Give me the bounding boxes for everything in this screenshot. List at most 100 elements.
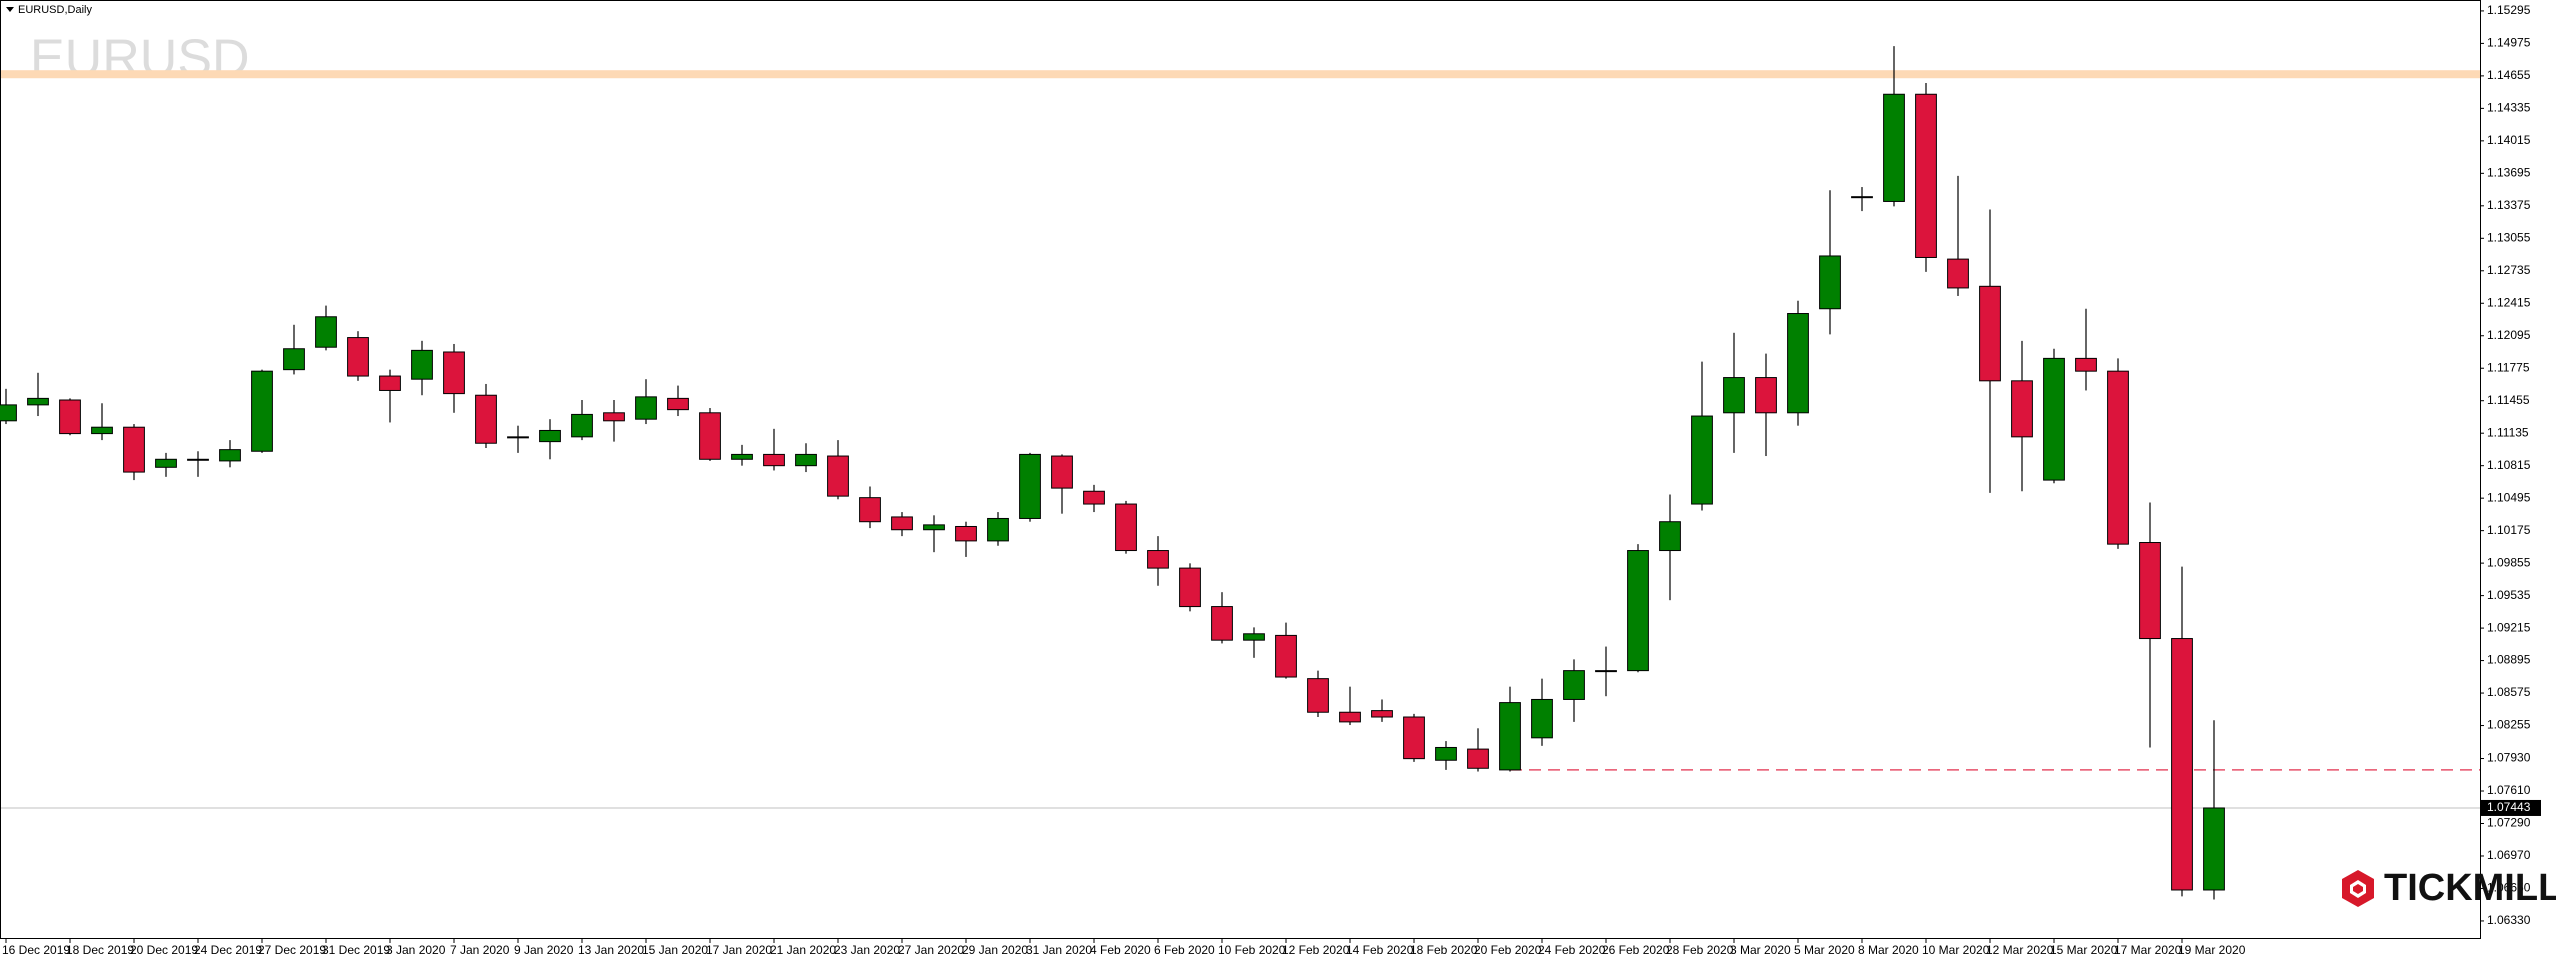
candle-body [2171,638,2193,891]
candle-body [91,426,113,435]
candle-body [1211,606,1233,641]
candle-body [2107,370,2129,545]
x-tick-label: 17 Jan 2020 [706,943,772,957]
candle-body [539,429,561,443]
y-tick-label: 1.11775 [2487,360,2530,374]
x-tick-label: 10 Feb 2020 [1218,943,1286,957]
candle-body [1787,313,1809,414]
x-tick-label: 16 Dec 2019 [2,943,70,957]
candle-body [283,348,305,371]
y-tick-label: 1.12095 [2487,328,2531,342]
price-tag-label: 1.07443 [2487,800,2531,814]
x-tick-label: 29 Jan 2020 [962,943,1028,957]
candle-body [1083,490,1105,505]
y-tick-label: 1.15295 [2487,3,2531,17]
x-tick-label: 17 Mar 2020 [2114,943,2182,957]
y-tick-label: 1.06330 [2487,913,2531,927]
y-tick-label: 1.12735 [2487,263,2531,277]
candle-body [1723,377,1745,414]
candle-body [955,525,977,542]
candle-body [123,426,145,473]
y-tick-label: 1.10495 [2487,490,2531,504]
candle-body [1115,503,1137,552]
x-tick-label: 15 Jan 2020 [642,943,708,957]
y-tick-label: 1.09215 [2487,620,2531,634]
x-tick-label: 28 Feb 2020 [1666,943,1734,957]
candle-body [1915,93,1937,258]
candle-body [859,497,881,523]
x-tick-label: 7 Jan 2020 [450,943,510,957]
candle-body [1499,702,1521,771]
x-tick-label: 21 Jan 2020 [770,943,836,957]
candle-body [507,436,529,439]
x-tick-label: 31 Jan 2020 [1026,943,1092,957]
candle-body [1435,746,1457,761]
resistance-zone [1,70,2480,79]
candle-body [379,375,401,391]
x-tick-label: 14 Feb 2020 [1346,943,1414,957]
candle-body [795,453,817,467]
candle-body [571,413,593,438]
y-tick-label: 1.14975 [2487,36,2531,50]
x-tick-label: 24 Feb 2020 [1538,943,1606,957]
x-tick-label: 13 Jan 2020 [578,943,644,957]
candle-body [1563,670,1585,700]
x-tick-label: 23 Jan 2020 [834,943,900,957]
y-tick-label: 1.12415 [2487,295,2531,309]
candle-body [1595,670,1617,673]
x-tick-label: 4 Feb 2020 [1090,943,1151,957]
candle-body [1275,634,1297,678]
x-tick-label: 31 Dec 2019 [322,943,390,957]
x-tick-label: 5 Mar 2020 [1794,943,1855,957]
candle-body [1819,255,1841,310]
y-tick-label: 1.07290 [2487,816,2531,830]
y-tick-label: 1.10175 [2487,523,2531,537]
logo-icon-core [2353,884,2363,894]
menu-triangle[interactable] [6,7,14,12]
candle-body [1147,550,1169,569]
candle-body [155,458,177,468]
candle-body [1371,710,1393,718]
y-tick-label: 1.14655 [2487,68,2531,82]
candle-body [987,517,1009,542]
candle-body [763,453,785,467]
candle-body [187,458,209,461]
candle-body [1851,196,1873,199]
logo-text: TICKMILL [2384,867,2556,909]
candle-body [699,412,721,460]
candle-body [1659,521,1681,552]
candle-body [2043,357,2065,481]
x-tick-label: 6 Feb 2020 [1154,943,1215,957]
candle-body [251,370,273,452]
price-tag [2481,799,2541,816]
y-tick-label: 1.08255 [2487,718,2531,732]
y-tick-label: 1.13695 [2487,166,2531,180]
candle-body [27,397,49,406]
candle-body [2203,807,2225,891]
x-tick-label: 18 Feb 2020 [1410,943,1478,957]
candle-body [731,453,753,460]
y-tick-label: 1.13055 [2487,230,2531,244]
candle-body [1051,455,1073,489]
candle-body [475,394,497,444]
candle-body [443,351,465,395]
x-tick-label: 26 Feb 2020 [1602,943,1670,957]
candle-body [1531,698,1553,739]
candle-body [2011,380,2033,438]
x-tick-label: 12 Mar 2020 [1986,943,2054,957]
y-tick-label: 1.11455 [2487,393,2530,407]
candle-body [603,412,625,422]
candle-body [315,316,337,348]
y-tick-label: 1.09855 [2487,555,2531,569]
x-tick-label: 3 Jan 2020 [386,943,446,957]
candle-body [1179,567,1201,608]
y-tick-label: 1.14335 [2487,101,2531,115]
x-tick-label: 20 Dec 2019 [130,943,198,957]
x-tick-label: 9 Jan 2020 [514,943,574,957]
x-tick-label: 15 Mar 2020 [2050,943,2118,957]
logo: TICKMILL [2342,867,2556,909]
candle-body [347,337,369,377]
candle-body [219,449,241,462]
candle-body [1979,285,2001,382]
x-tick-label: 3 Mar 2020 [1730,943,1791,957]
